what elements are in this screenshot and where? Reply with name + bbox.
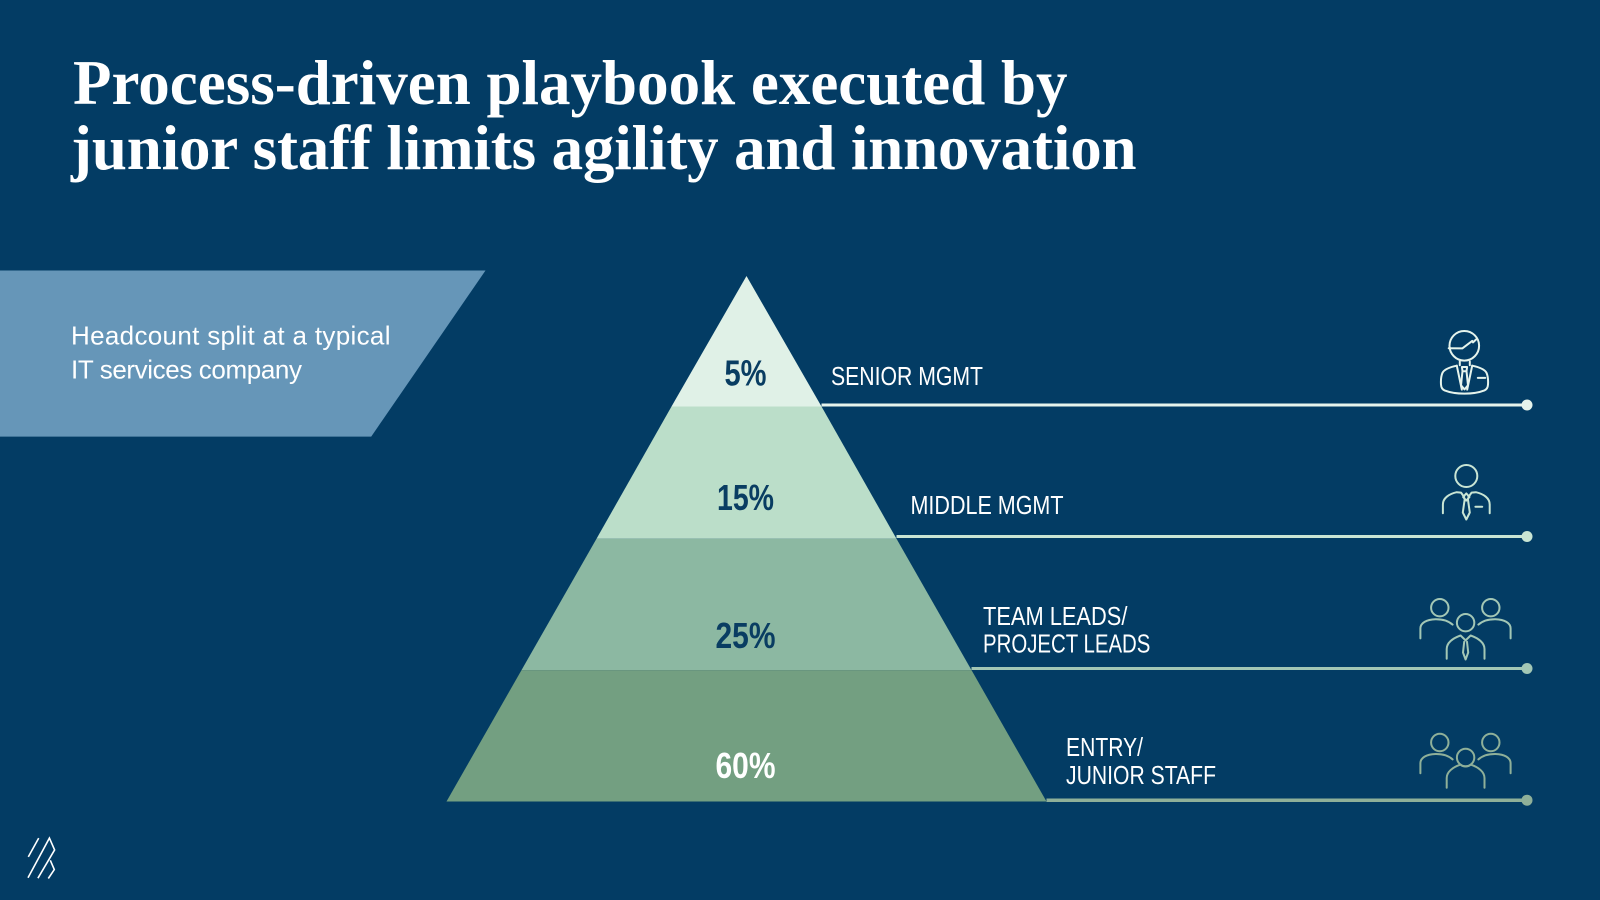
svg-text:TEAM LEADS/: TEAM LEADS/ [983,601,1128,631]
svg-text:MIDDLE MGMT: MIDDLE MGMT [911,490,1064,520]
svg-text:junior staff limits agility an: junior staff limits agility and innovati… [70,113,1137,183]
svg-text:IT services company: IT services company [71,355,302,385]
svg-text:25%: 25% [716,615,776,656]
svg-text:JUNIOR STAFF: JUNIOR STAFF [1066,760,1216,790]
svg-text:Headcount split at a typical: Headcount split at a typical [71,321,391,351]
svg-text:Process-driven playbook execut: Process-driven playbook executed by [73,48,1068,118]
svg-text:15%: 15% [717,477,774,518]
svg-text:5%: 5% [725,353,767,394]
svg-text:SENIOR MGMT: SENIOR MGMT [831,361,983,391]
svg-text:ENTRY/: ENTRY/ [1066,732,1144,762]
svg-text:PROJECT LEADS: PROJECT LEADS [983,629,1150,659]
svg-text:60%: 60% [716,745,776,786]
